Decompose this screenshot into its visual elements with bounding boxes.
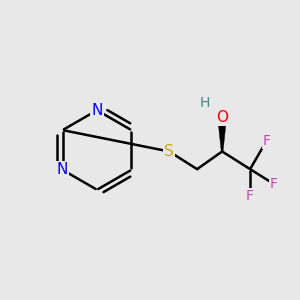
Text: O: O [216,110,228,125]
Text: N: N [91,103,103,118]
Text: F: F [246,189,254,202]
Text: F: F [270,177,278,191]
Text: F: F [262,134,270,148]
Text: N: N [57,162,68,177]
Polygon shape [218,124,226,152]
Text: S: S [164,144,174,159]
Text: H: H [199,96,210,110]
